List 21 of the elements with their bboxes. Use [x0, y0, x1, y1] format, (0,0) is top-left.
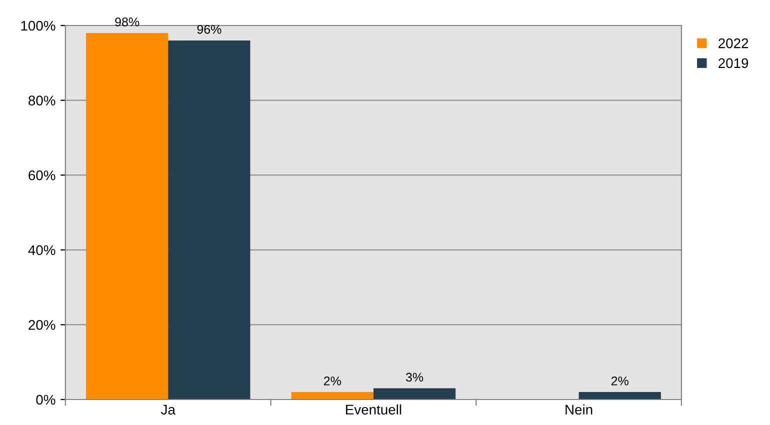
bar [86, 32, 168, 400]
bar [291, 392, 374, 400]
y-tick-label: 60% [28, 170, 56, 180]
data-label: 2% [324, 376, 341, 386]
y-tick-label: 20% [28, 320, 56, 330]
x-tick-label: Nein [566, 404, 592, 415]
data-label: 98% [115, 17, 140, 26]
data-label: 96% [197, 24, 222, 34]
y-tick-label: 100% [21, 20, 56, 31]
bar [578, 392, 661, 400]
data-label: 3% [406, 372, 424, 382]
bar [168, 40, 250, 400]
bar [373, 388, 456, 400]
y-tick-label: 80% [28, 96, 56, 106]
y-tick-label: 40% [28, 245, 56, 256]
x-tick-label: Eventuell [346, 404, 402, 415]
data-label: 2% [611, 376, 628, 386]
legend-label: 2019 [718, 58, 748, 68]
y-tick-label: 0% [36, 394, 56, 405]
legend-label: 2022 [718, 38, 748, 48]
x-tick-label: Ja [161, 404, 176, 415]
